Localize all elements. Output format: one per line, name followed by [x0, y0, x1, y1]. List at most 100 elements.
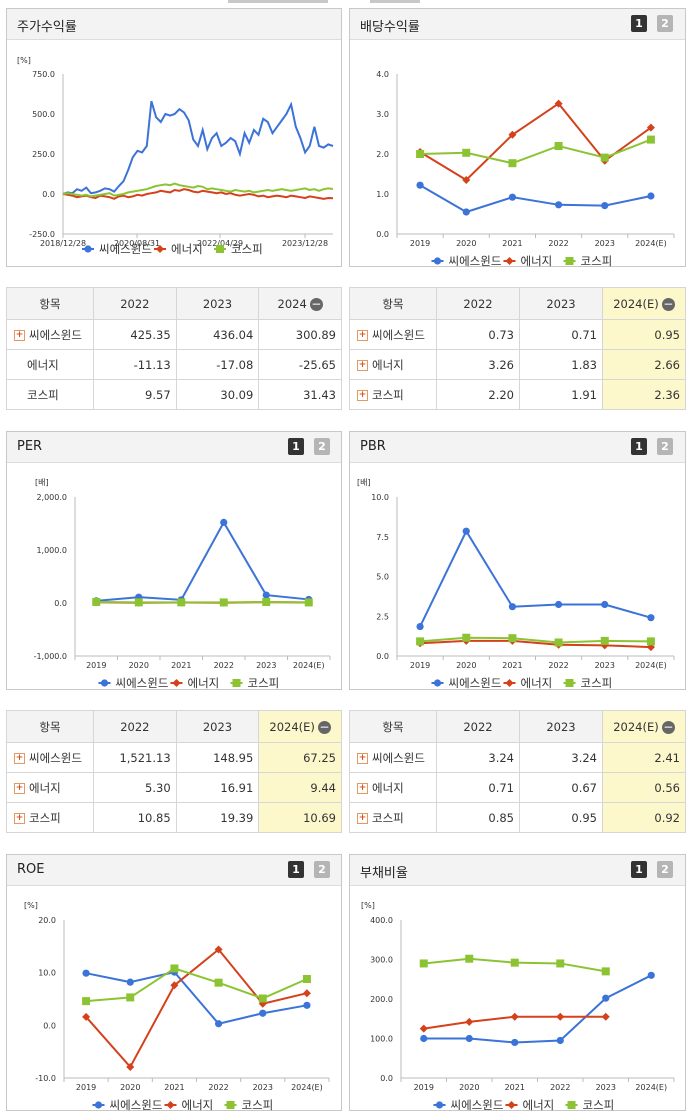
- data-point: [82, 1012, 91, 1021]
- table-header-row: 항목 2022 2023 2024(E) −: [6, 710, 342, 743]
- table-cell: 9.44: [258, 772, 342, 803]
- data-point: [92, 597, 101, 606]
- page-2-button[interactable]: 2: [314, 861, 330, 878]
- panel-title: ROE: [17, 862, 45, 877]
- page-1-button[interactable]: 1: [631, 438, 647, 455]
- y-tick-label: 100.0: [370, 1035, 393, 1044]
- expand-icon[interactable]: +: [14, 752, 25, 764]
- roe-panel: ROE 1 2 [%] 20.0 10.0 0.0 -10.0 2019 2020 2021 2…: [6, 854, 342, 1111]
- page-2-button[interactable]: 2: [314, 438, 330, 455]
- collapse-icon[interactable]: −: [661, 296, 675, 311]
- data-point: [170, 964, 179, 973]
- legend-item: 씨에스윈드: [92, 1098, 162, 1111]
- expand-icon[interactable]: +: [357, 389, 368, 401]
- series-line: [419, 184, 652, 214]
- data-point: [462, 527, 470, 535]
- column-header-label: 2023: [202, 719, 233, 734]
- unit-label: [배]: [357, 478, 371, 487]
- row-name[interactable]: + 씨에스윈드: [349, 319, 437, 350]
- row-name[interactable]: + 에너지: [6, 772, 94, 803]
- table-cell: 0.71: [519, 319, 603, 350]
- column-header: 2024−: [258, 287, 342, 320]
- table-cell: 0.95: [519, 802, 603, 833]
- collapse-icon[interactable]: −: [661, 719, 675, 734]
- panel-header: PER 1 2: [7, 432, 341, 463]
- row-name-label: 씨에스윈드: [29, 327, 82, 342]
- row-name-label: 코스피: [29, 810, 61, 825]
- x-tick-label: 2024(E): [635, 661, 667, 670]
- data-point: [302, 974, 311, 983]
- collapse-icon[interactable]: −: [317, 719, 331, 734]
- page-2-button[interactable]: 2: [657, 861, 673, 878]
- table-row: + 씨에스윈드 1,521.13 148.95 67.25: [6, 742, 342, 773]
- column-header-label: 2024(E): [613, 296, 659, 311]
- row-name[interactable]: + 코스피: [6, 802, 94, 833]
- panel-title: 부채비율: [360, 866, 408, 881]
- column-header: 2024(E) −: [602, 287, 686, 320]
- table-cell: 300.89: [258, 319, 342, 350]
- table-cell: 1,521.13: [93, 742, 177, 773]
- legend-item: 씨에스윈드: [98, 676, 168, 690]
- row-name[interactable]: + 씨에스윈드: [6, 742, 94, 773]
- expand-icon[interactable]: +: [357, 329, 368, 341]
- page-1-button[interactable]: 1: [631, 15, 647, 32]
- series-0: [92, 518, 313, 605]
- data-point: [556, 1036, 564, 1045]
- x-tick-label: 2021: [505, 1083, 525, 1092]
- table-cell: 0.92: [602, 802, 686, 833]
- table-row: + 에너지 5.30 16.91 9.44: [6, 772, 342, 803]
- series-line: [419, 529, 652, 628]
- data-point: [462, 148, 471, 157]
- expand-icon[interactable]: +: [357, 782, 368, 794]
- series-line: [420, 639, 651, 649]
- row-name[interactable]: + 코스피: [349, 379, 437, 410]
- x-tick-label: 2021: [171, 661, 191, 670]
- expand-icon[interactable]: +: [14, 782, 25, 794]
- page-1-button[interactable]: 1: [631, 861, 647, 878]
- expand-icon[interactable]: +: [14, 812, 25, 824]
- legend-item: 에너지: [503, 676, 552, 690]
- column-header: 2022: [93, 287, 177, 320]
- row-name[interactable]: + 코스피: [349, 802, 437, 833]
- data-point: [262, 591, 270, 599]
- legend-marker: [226, 1101, 235, 1109]
- row-name[interactable]: + 에너지: [349, 349, 437, 380]
- row-name-label: 씨에스윈드: [372, 327, 425, 342]
- row-name[interactable]: + 씨에스윈드: [6, 319, 94, 350]
- series-line: [420, 138, 652, 165]
- column-header-label: 항목: [39, 296, 61, 311]
- row-name-label: 코스피: [27, 387, 59, 402]
- data-point: [508, 603, 517, 611]
- x-tick-label: 2022: [548, 239, 568, 248]
- expand-icon[interactable]: +: [357, 359, 368, 371]
- page-2-button[interactable]: 2: [657, 15, 673, 32]
- page-2-button[interactable]: 2: [657, 438, 673, 455]
- x-tick-label: 2024(E): [291, 1083, 323, 1092]
- expand-icon[interactable]: +: [357, 752, 368, 764]
- pbr-panel: PBR 1 2 [배] 10.0 7.5 5.0 2.5 0.0 2019 2020 2021 2…: [349, 431, 686, 690]
- row-name[interactable]: + 에너지: [349, 772, 437, 803]
- table-cell: 148.95: [175, 742, 260, 773]
- data-point: [600, 636, 609, 645]
- column-header-label: 항목: [382, 296, 404, 311]
- table-cell: 9.57: [93, 379, 177, 410]
- page-1-button[interactable]: 1: [288, 861, 304, 878]
- data-point: [170, 981, 179, 990]
- data-point: [465, 954, 474, 963]
- legend-item: 씨에스윈드: [82, 242, 152, 256]
- data-point: [214, 978, 223, 987]
- table-row: + 씨에스윈드 425.35 436.04 300.89: [6, 319, 342, 350]
- series-1: [416, 99, 655, 184]
- expand-icon[interactable]: +: [357, 812, 368, 824]
- page-1-button[interactable]: 1: [288, 438, 304, 455]
- y-tick-label: 300.0: [370, 956, 393, 965]
- expand-icon[interactable]: +: [14, 329, 25, 341]
- collapse-icon[interactable]: −: [309, 296, 323, 311]
- row-name[interactable]: + 씨에스윈드: [349, 742, 437, 773]
- column-header-label: 2022: [463, 719, 493, 734]
- data-point: [646, 135, 655, 144]
- table-cell: 5.30: [93, 772, 177, 803]
- legend-item: 씨에스윈드: [433, 1098, 503, 1111]
- data-point: [258, 994, 267, 1003]
- per-panel: PER 1 2 [배] 2,000.0 1,000.0 0.0 -1,000.0 2019…: [6, 431, 342, 690]
